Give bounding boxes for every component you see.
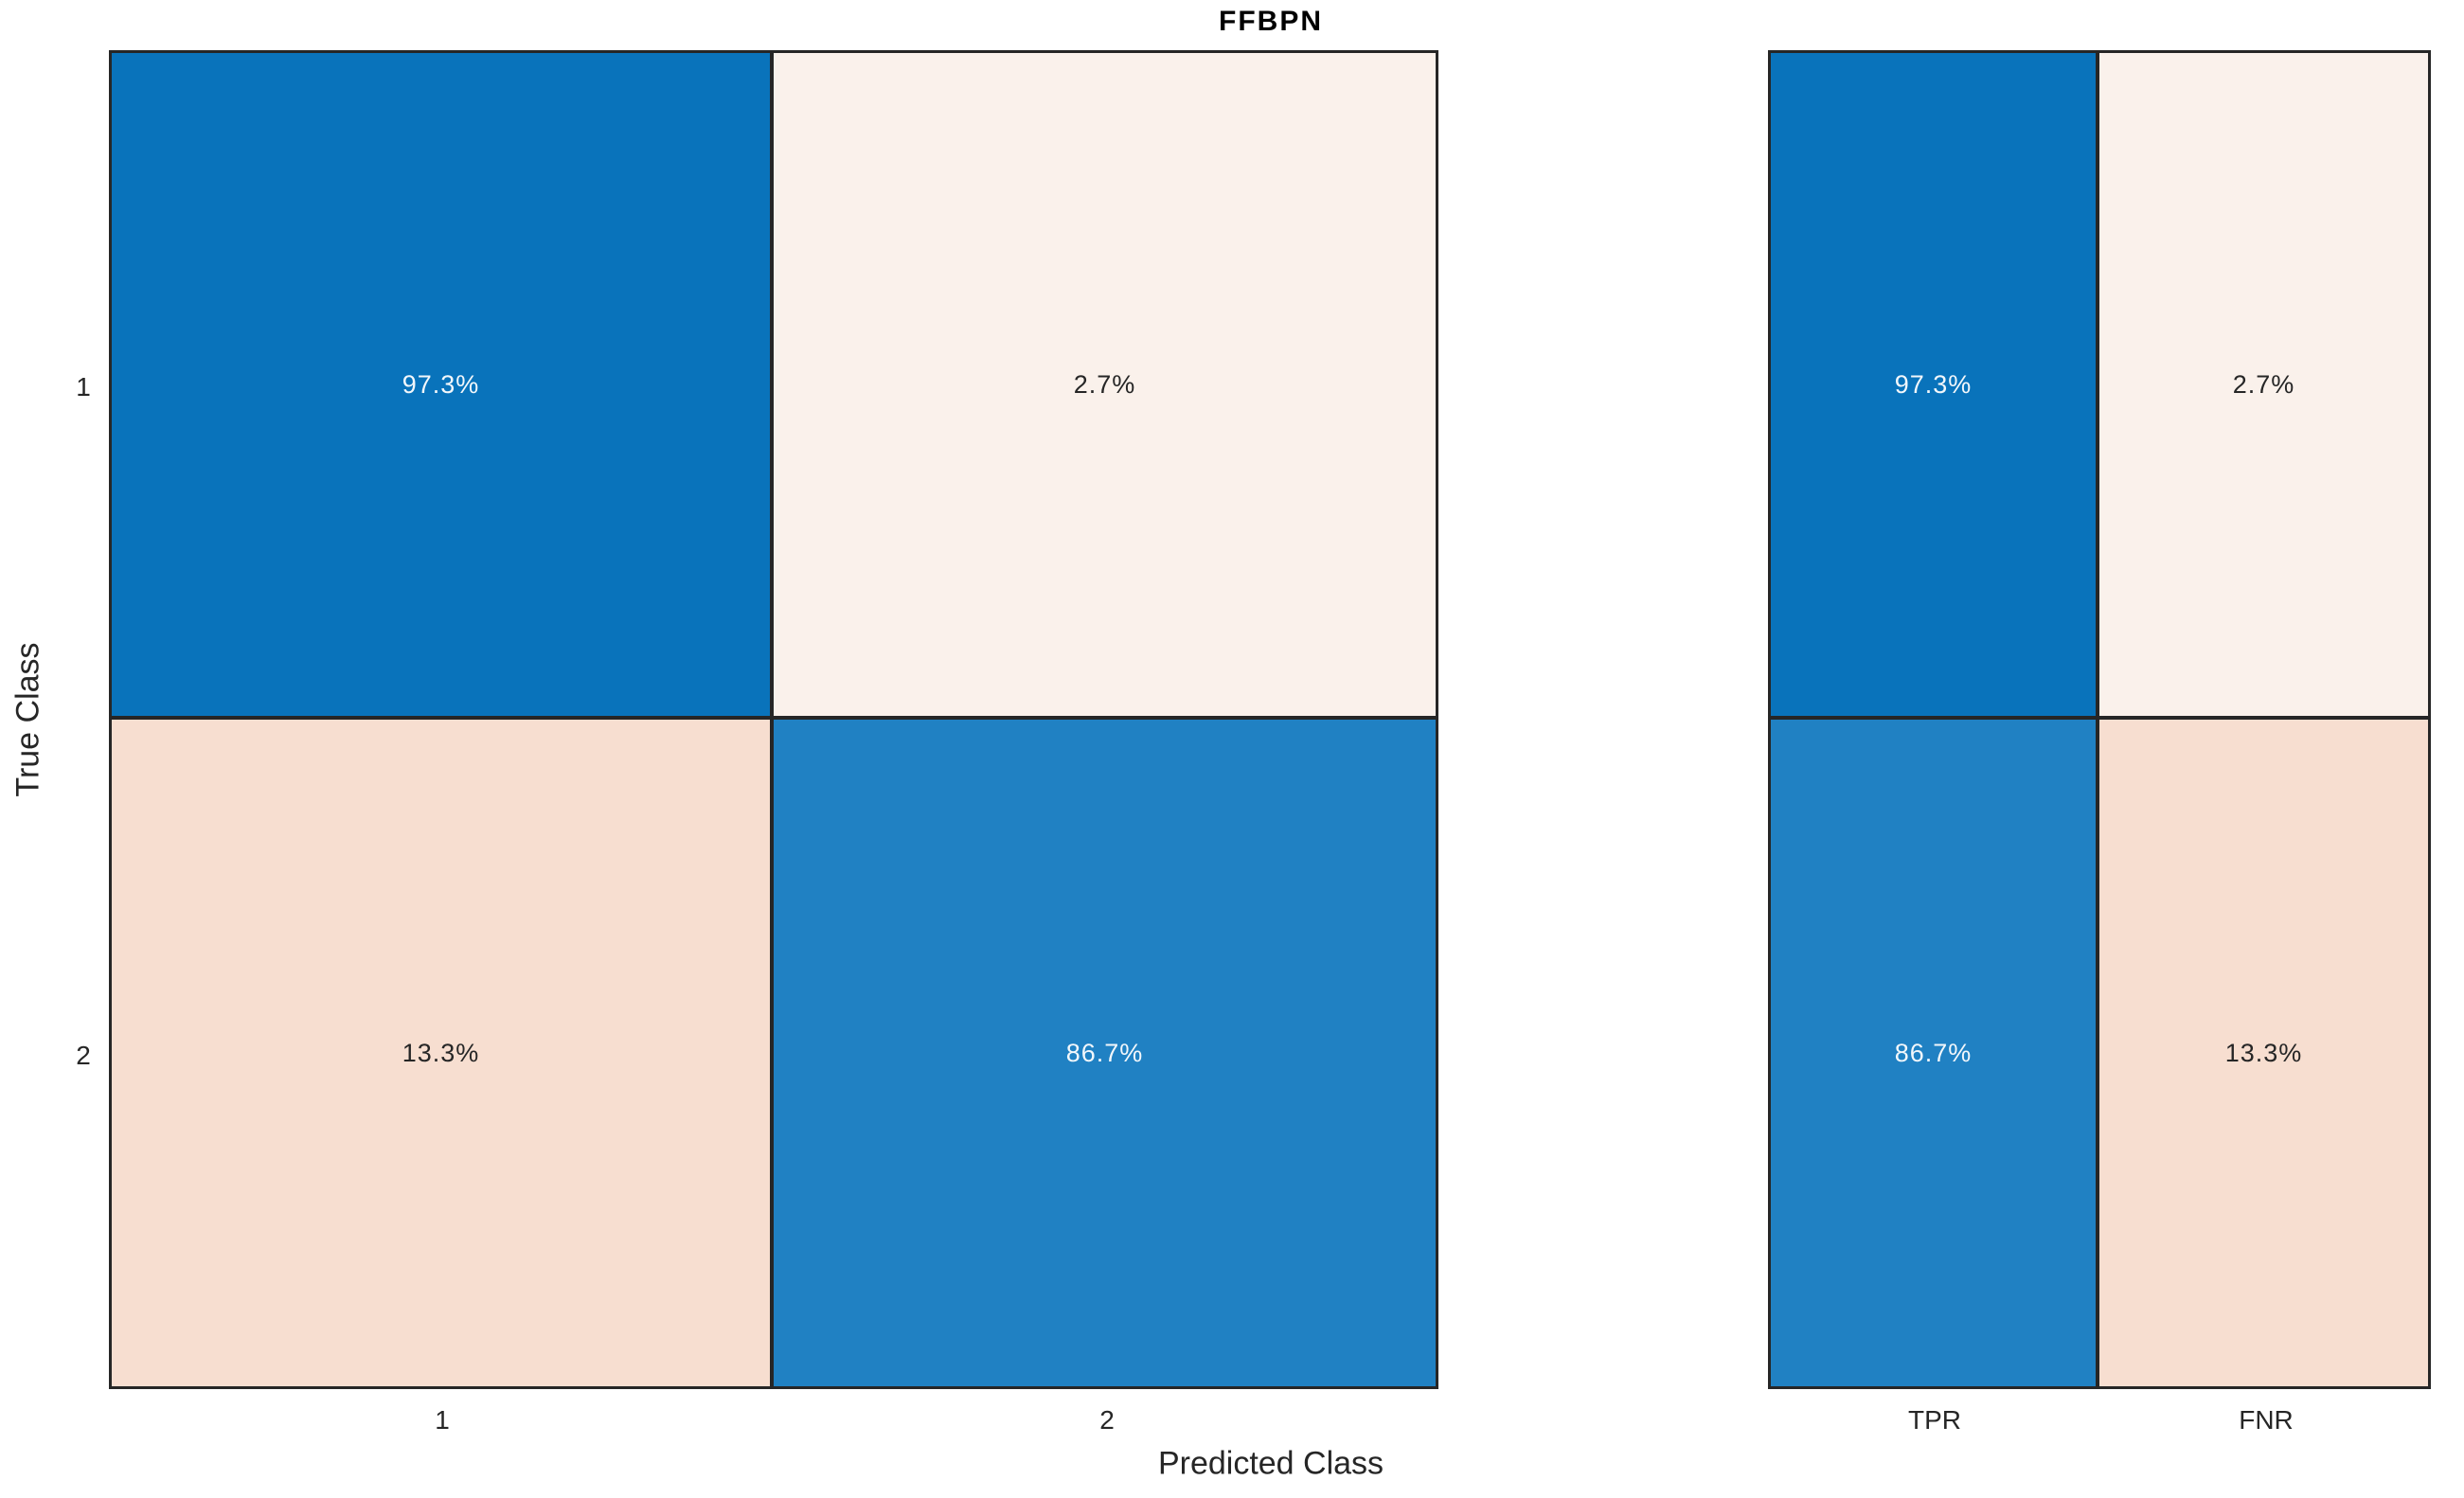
matrix-cell-true2-pred2: 86.7% [774,720,1436,1386]
x-tick-tpr: TPR [1908,1405,1961,1435]
matrix-cell-true2-pred1: 13.3% [112,720,774,1386]
x-axis-label: Predicted Class [1157,1445,1384,1482]
x-tick-fnr: FNR [2239,1405,2294,1435]
summary-cell-true2-tpr: 86.7% [1771,720,2099,1386]
y-axis-label: True Class [9,642,46,797]
matrix-cell-true1-pred1: 97.3% [112,53,774,720]
x-tick-class-1: 1 [435,1405,450,1435]
summary-cell-true1-tpr: 97.3% [1771,53,2099,720]
confusion-matrix-panel: 97.3% 2.7% 13.3% 86.7% [109,50,1438,1389]
summary-cell-true1-fnr: 2.7% [2099,53,2428,720]
x-tick-class-2: 2 [1099,1405,1115,1435]
row-summary-panel: 97.3% 2.7% 86.7% 13.3% [1768,50,2431,1389]
y-tick-class-2: 2 [76,1041,91,1070]
matrix-cell-true1-pred2: 2.7% [774,53,1436,720]
summary-cell-true2-fnr: 13.3% [2099,720,2428,1386]
chart-title: FFBPN [1219,6,1323,37]
y-tick-class-1: 1 [76,372,91,401]
